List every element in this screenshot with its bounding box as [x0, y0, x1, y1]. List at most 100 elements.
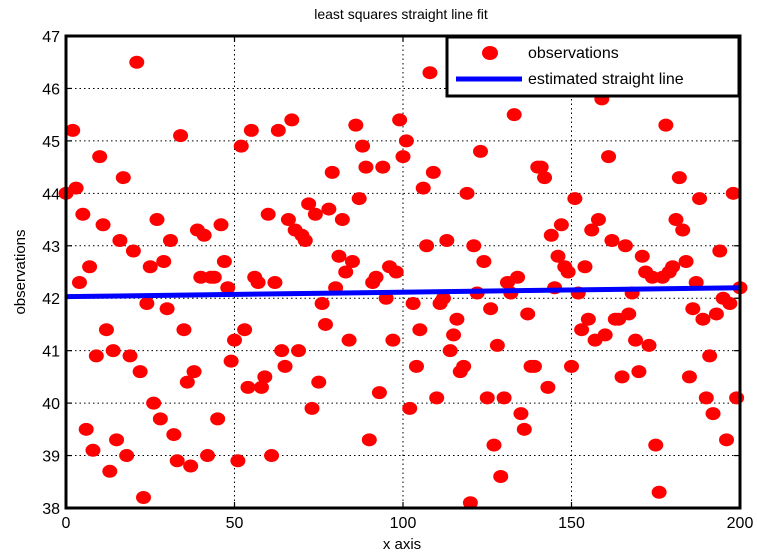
observation-point: [419, 239, 435, 253]
observation-point: [146, 396, 162, 410]
observation-point: [702, 349, 718, 363]
observation-point: [125, 244, 141, 258]
legend: observations estimated straight line: [445, 35, 741, 98]
legend-observations-marker: [482, 46, 498, 60]
observation-point: [486, 438, 502, 452]
observation-point: [109, 433, 125, 447]
legend-box: [445, 35, 741, 98]
observation-point: [307, 207, 323, 221]
observation-point: [162, 234, 178, 248]
observation-point: [459, 186, 475, 200]
observation-point: [297, 234, 313, 248]
observation-point: [216, 255, 232, 269]
observation-point: [405, 296, 421, 310]
observation-point: [510, 270, 526, 284]
observation-point: [233, 139, 249, 153]
observation-point: [698, 391, 714, 405]
observation-point: [220, 281, 236, 295]
observation-point: [496, 391, 512, 405]
observation-point: [489, 338, 505, 352]
observation-point: [169, 454, 185, 468]
observation-point: [129, 55, 145, 69]
observation-point: [560, 265, 576, 279]
observation-point: [590, 213, 606, 227]
observation-point: [506, 108, 522, 122]
observation-point: [513, 407, 529, 421]
observation-point: [280, 213, 296, 227]
legend-fit-line-label: estimated straight line: [528, 71, 684, 88]
observation-point: [564, 359, 579, 373]
x-tick-label: 0: [62, 515, 71, 532]
observation-point: [351, 192, 367, 206]
observation-point: [243, 123, 259, 137]
observation-point: [186, 365, 202, 379]
x-axis-label: x axis: [383, 536, 421, 553]
observation-point: [651, 485, 667, 499]
observation-point: [719, 433, 735, 447]
observation-point: [483, 302, 499, 316]
observation-point: [692, 192, 708, 206]
observation-point: [206, 270, 222, 284]
observation-point: [631, 365, 647, 379]
y-tick-label: 44: [42, 186, 60, 203]
observation-point: [361, 433, 377, 447]
observation-point: [462, 496, 478, 510]
observation-point: [223, 354, 239, 368]
observation-point: [648, 438, 664, 452]
observation-point: [614, 370, 630, 384]
y-tick-label: 40: [42, 396, 60, 413]
y-tick-label: 43: [42, 239, 60, 256]
observation-point: [685, 302, 701, 316]
observation-point: [695, 312, 711, 326]
y-tick-label: 41: [42, 344, 60, 361]
observation-point: [449, 312, 465, 326]
observation-point: [688, 275, 704, 289]
observation-point: [358, 160, 374, 174]
observation-point: [321, 202, 337, 216]
observation-point: [422, 66, 438, 80]
observation-point: [604, 234, 620, 248]
observation-point: [142, 260, 158, 274]
observation-point: [136, 491, 152, 505]
observation-point: [92, 150, 108, 164]
observation-point: [537, 171, 553, 185]
y-tick-label: 42: [42, 291, 60, 308]
observation-point: [395, 150, 411, 164]
observation-point: [597, 328, 613, 342]
observation-point: [577, 260, 593, 274]
observation-point: [402, 401, 418, 415]
observation-point: [166, 428, 182, 442]
x-tick-label: 150: [558, 515, 585, 532]
observation-point: [722, 296, 738, 310]
observation-point: [105, 344, 121, 358]
plot-frame: [64, 34, 742, 510]
observation-point: [71, 275, 87, 289]
observation-point: [712, 244, 728, 258]
observation-point: [264, 449, 280, 463]
observation-point: [227, 333, 242, 347]
observation-point: [75, 207, 91, 221]
observation-point: [375, 160, 391, 174]
observation-point: [213, 218, 229, 232]
observation-point: [274, 344, 290, 358]
observation-point: [671, 171, 687, 185]
observation-point: [122, 349, 138, 363]
observation-point: [574, 323, 590, 337]
observation-point: [348, 118, 364, 132]
observation-point: [550, 249, 566, 263]
observation-point: [729, 391, 745, 405]
observation-point: [179, 375, 195, 389]
observation-point: [658, 118, 674, 132]
observation-point: [398, 134, 414, 148]
observation-point: [634, 249, 650, 263]
y-axis-label: observations: [12, 229, 29, 314]
fit-line-group: [65, 285, 741, 300]
observation-point: [301, 197, 317, 211]
observation-point: [668, 213, 684, 227]
observation-point: [678, 255, 694, 269]
observation-point: [210, 412, 226, 426]
observation-point: [132, 365, 148, 379]
observation-point: [378, 291, 394, 305]
observation-point: [520, 307, 536, 321]
observation-point: [725, 186, 741, 200]
